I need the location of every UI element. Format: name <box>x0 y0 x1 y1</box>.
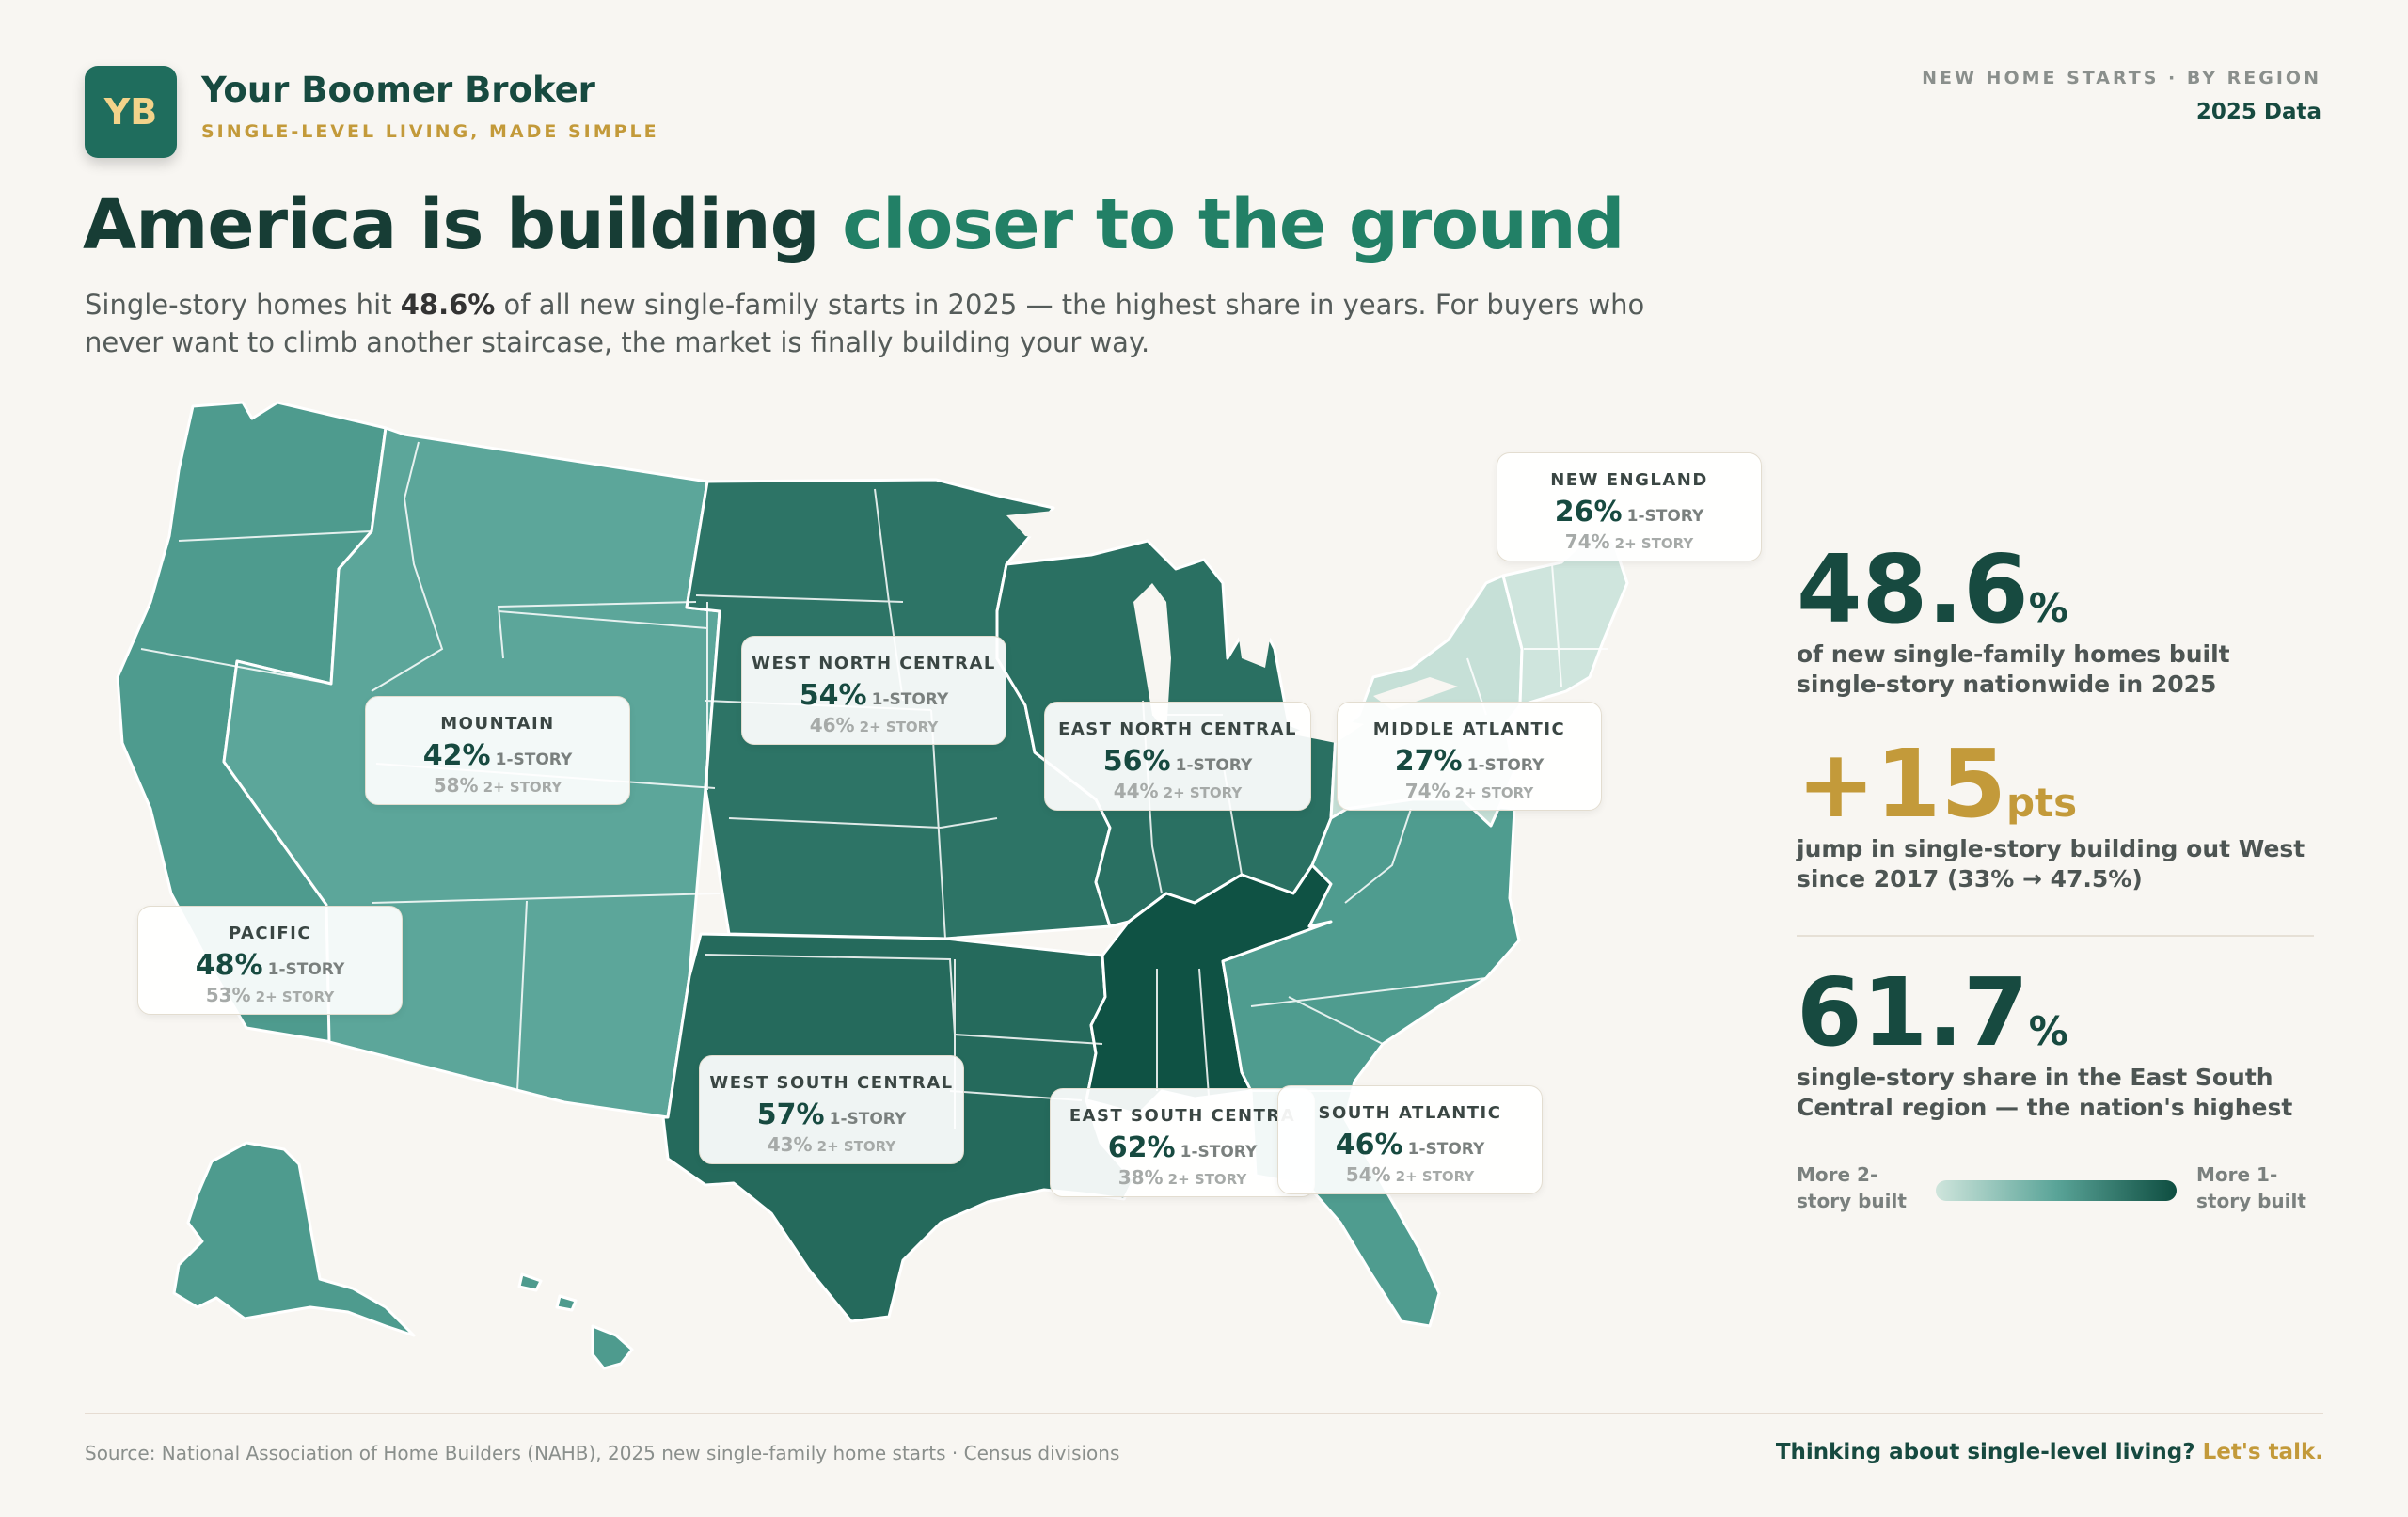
single-story-label: 1-STORY <box>1626 507 1704 526</box>
header-kicker: NEW HOME STARTS · BY REGION <box>1922 68 2321 88</box>
single-story-label: 1-STORY <box>871 690 949 709</box>
multi-story-pct: 44% <box>1113 780 1159 802</box>
callout-region-name: MOUNTAIN <box>440 714 555 734</box>
single-story-pct: 54% <box>799 679 867 712</box>
legend-gradient-bar <box>1936 1180 2177 1201</box>
callout-west-south-central: WEST SOUTH CENTRAL 57% 1-STORY 43% 2+ ST… <box>699 1055 964 1164</box>
callout-region-name: WEST NORTH CENTRAL <box>752 654 996 673</box>
single-story-label: 1-STORY <box>829 1110 907 1129</box>
callout-region-name: EAST SOUTH CENTRA <box>1069 1106 1296 1126</box>
callout-mountain: MOUNTAIN 42% 1-STORY 58% 2+ STORY <box>365 696 630 805</box>
callout-south-atlantic: SOUTH ATLANTIC 46% 1-STORY 54% 2+ STORY <box>1277 1085 1543 1194</box>
subtitle-post: of all new single-family starts in 2025 … <box>85 289 1645 358</box>
multi-story-label: 2+ STORY <box>1454 784 1534 801</box>
region-new-england <box>1501 534 1629 707</box>
stat-number: 61.7 <box>1797 957 2029 1067</box>
single-story-pct: 57% <box>756 1098 825 1131</box>
brand-tagline: SINGLE-LEVEL LIVING, MADE SIMPLE <box>201 121 659 142</box>
multi-story-label: 2+ STORY <box>859 719 939 735</box>
multi-story-label: 2+ STORY <box>1614 535 1694 552</box>
stat-unit: pts <box>2005 780 2078 826</box>
cta-text: Thinking about single-level living? <box>1775 1440 2195 1464</box>
stat-esc-share: 61.7% <box>1797 957 2068 1067</box>
callout-middle-atlantic: MIDDLE ATLANTIC 27% 1-STORY 74% 2+ STORY <box>1337 702 1602 811</box>
single-story-pct: 42% <box>422 739 491 772</box>
multi-story-pct: 43% <box>767 1133 813 1156</box>
stat-national-share: 48.6% <box>1797 534 2068 644</box>
brand-name: Your Boomer Broker <box>201 70 595 110</box>
region-alaska <box>172 1141 416 1337</box>
callout-new-england: NEW ENGLAND 26% 1-STORY 74% 2+ STORY <box>1497 452 1762 561</box>
page-subtitle: Single-story homes hit 48.6% of all new … <box>85 286 1674 361</box>
legend-high-label: More 1-story built <box>2196 1163 2306 1212</box>
multi-story-pct: 38% <box>1117 1166 1164 1189</box>
callout-region-name: NEW ENGLAND <box>1550 470 1708 490</box>
subtitle-pre: Single-story homes hit <box>85 289 401 321</box>
stat-number: +15 <box>1797 729 2006 839</box>
single-story-pct: 27% <box>1394 745 1463 778</box>
single-story-label: 1-STORY <box>1180 1143 1258 1161</box>
legend-low-label: More 2-story built <box>1797 1163 1907 1212</box>
multi-story-label: 2+ STORY <box>1163 784 1243 801</box>
multi-story-pct: 58% <box>433 774 479 797</box>
header-year: 2025 Data <box>2195 100 2321 124</box>
callout-region-name: EAST NORTH CENTRAL <box>1058 719 1297 739</box>
stat-unit: % <box>2028 1008 2068 1054</box>
stats-divider <box>1797 935 2314 937</box>
multi-story-label: 2+ STORY <box>1395 1168 1475 1185</box>
footer-cta: Thinking about single-level living? Let'… <box>1776 1440 2323 1464</box>
multi-story-label: 2+ STORY <box>255 988 335 1005</box>
subtitle-highlight: 48.6% <box>400 289 496 321</box>
single-story-label: 1-STORY <box>1175 756 1253 775</box>
multi-story-pct: 74% <box>1564 530 1610 553</box>
page-title: America is building closer to the ground <box>83 184 1624 265</box>
multi-story-pct: 46% <box>809 714 855 736</box>
single-story-pct: 62% <box>1107 1131 1176 1164</box>
stat-esc-desc: single-story share in the East South Cen… <box>1797 1064 2293 1121</box>
stat-national-desc: of new single-family homes built single-… <box>1797 640 2230 698</box>
callout-west-north-central: WEST NORTH CENTRAL 54% 1-STORY 46% 2+ ST… <box>741 636 1006 745</box>
single-story-pct: 26% <box>1554 496 1623 529</box>
multi-story-pct: 53% <box>205 984 251 1006</box>
callout-pacific: PACIFIC 48% 1-STORY 53% 2+ STORY <box>137 906 403 1015</box>
footer-source: Source: National Association of Home Bui… <box>85 1442 1120 1464</box>
brand-logo: YB <box>85 66 177 158</box>
stat-west-jump: +15pts <box>1797 729 2077 839</box>
single-story-pct: 56% <box>1102 745 1171 778</box>
callout-east-south-central: EAST SOUTH CENTRA 62% 1-STORY 38% 2+ STO… <box>1050 1088 1315 1197</box>
stat-unit: % <box>2028 585 2068 631</box>
stat-west-desc: jump in single-story building out West s… <box>1797 835 2305 893</box>
callout-region-name: MIDDLE ATLANTIC <box>1372 719 1566 739</box>
stat-number: 48.6 <box>1797 534 2029 644</box>
multi-story-label: 2+ STORY <box>1167 1171 1247 1188</box>
cta-link[interactable]: Let's talk. <box>2202 1440 2323 1464</box>
region-hawaii <box>517 1272 634 1370</box>
callout-region-name: PACIFIC <box>228 924 312 943</box>
title-part-1: America is building <box>83 184 843 265</box>
single-story-pct: 48% <box>195 949 263 982</box>
multi-story-pct: 74% <box>1404 780 1450 802</box>
callout-region-name: WEST SOUTH CENTRAL <box>709 1073 954 1093</box>
single-story-label: 1-STORY <box>495 751 573 769</box>
single-story-label: 1-STORY <box>267 960 345 979</box>
callout-region-name: SOUTH ATLANTIC <box>1318 1103 1502 1123</box>
footer-divider <box>85 1413 2323 1414</box>
single-story-label: 1-STORY <box>1407 1140 1485 1159</box>
multi-story-pct: 54% <box>1345 1163 1391 1186</box>
single-story-label: 1-STORY <box>1466 756 1545 775</box>
callout-east-north-central: EAST NORTH CENTRAL 56% 1-STORY 44% 2+ ST… <box>1044 702 1311 811</box>
single-story-pct: 46% <box>1335 1129 1403 1161</box>
multi-story-label: 2+ STORY <box>483 779 562 796</box>
title-part-2: closer to the ground <box>842 184 1624 265</box>
multi-story-label: 2+ STORY <box>816 1138 896 1155</box>
